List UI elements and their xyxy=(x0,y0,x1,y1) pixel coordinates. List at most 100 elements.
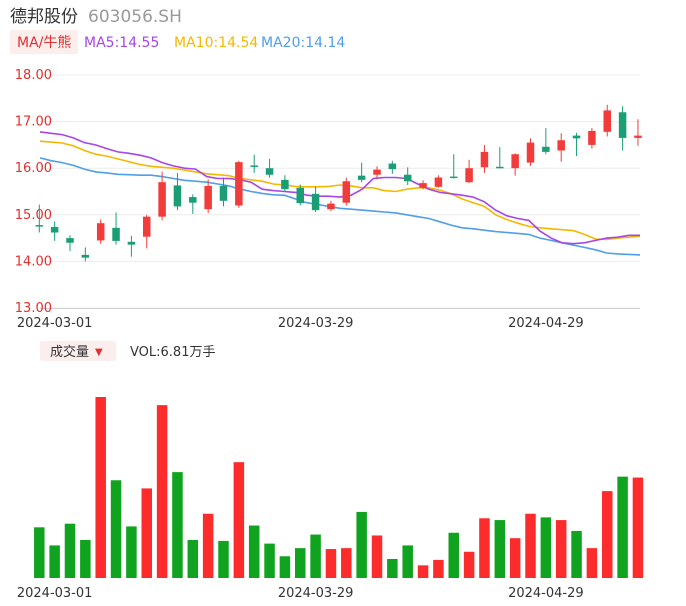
x-tick-label: 2024-03-01 xyxy=(17,586,93,601)
candle xyxy=(219,177,228,207)
volume-badge[interactable] xyxy=(40,341,116,361)
candle xyxy=(96,219,105,244)
volume-bar xyxy=(433,559,444,578)
volume-bar xyxy=(509,538,521,578)
candle-body xyxy=(235,162,243,206)
volume-bar xyxy=(494,520,506,578)
volume-bar xyxy=(417,565,429,578)
y-tick-label: 15.00 xyxy=(15,208,52,223)
candle-body xyxy=(173,185,182,207)
candle xyxy=(557,133,565,162)
volume-bar xyxy=(64,523,76,578)
volume-bar xyxy=(80,539,91,578)
candle-body xyxy=(112,227,120,241)
price-x-axis: 2024-03-01 2024-03-29 2024-04-29 xyxy=(17,316,584,331)
volume-bar xyxy=(95,397,106,578)
candle xyxy=(235,160,243,208)
volume-bar xyxy=(34,527,45,578)
candle-body xyxy=(388,163,397,170)
candle-body xyxy=(81,254,90,258)
candle xyxy=(127,235,136,257)
candle xyxy=(311,186,320,213)
candle xyxy=(480,144,489,173)
candle xyxy=(465,159,473,184)
x-tick-label: 2024-03-29 xyxy=(278,586,354,601)
chevron-down-icon[interactable]: ▼ xyxy=(95,347,103,358)
candle-body xyxy=(281,179,289,190)
volume-bar xyxy=(310,534,321,578)
price-grid xyxy=(40,74,640,309)
volume-bar xyxy=(279,556,291,578)
candle xyxy=(327,200,335,212)
y-tick-label: 18.00 xyxy=(15,68,52,83)
candle xyxy=(434,175,443,188)
candlesticks xyxy=(35,104,642,262)
ma5-legend: MA5:14.55 xyxy=(84,35,159,51)
ma20-line xyxy=(39,157,641,256)
y-tick-label: 14.00 xyxy=(15,254,52,269)
volume-bar xyxy=(402,545,413,578)
volume-bar xyxy=(356,511,367,578)
ma20-legend: MA20:14.14 xyxy=(261,35,345,51)
indicator-badge[interactable] xyxy=(10,30,78,54)
volume-bar xyxy=(233,462,245,578)
candle xyxy=(296,184,304,206)
candle xyxy=(204,179,212,213)
candle xyxy=(158,171,166,221)
candle xyxy=(50,221,59,241)
x-tick-label: 2024-03-01 xyxy=(17,316,93,331)
candle xyxy=(572,132,581,157)
candle-body xyxy=(542,146,550,152)
volume-bar xyxy=(586,548,598,578)
volume-bar xyxy=(525,513,536,578)
indicator-label[interactable]: MA/牛熊 xyxy=(17,35,71,51)
candle-body xyxy=(127,241,136,245)
volume-bar xyxy=(187,539,199,578)
volume-bar xyxy=(540,517,552,578)
candle-body xyxy=(403,174,412,182)
candle-body xyxy=(526,142,535,163)
volume-bars xyxy=(34,397,644,578)
candle xyxy=(112,212,120,245)
volume-bar xyxy=(555,520,567,578)
candle-body xyxy=(357,175,366,180)
volume-bar xyxy=(571,530,582,578)
candle-body xyxy=(250,165,258,167)
candle-body xyxy=(450,176,458,179)
candle xyxy=(496,147,504,169)
volume-bar xyxy=(341,548,352,578)
y-tick-label: 17.00 xyxy=(15,115,52,130)
candle xyxy=(450,154,458,179)
candle-body xyxy=(50,226,59,233)
candle-body xyxy=(634,135,642,138)
volume-label[interactable]: 成交量 xyxy=(50,344,89,360)
candle-body xyxy=(35,225,44,227)
candle-body xyxy=(434,177,443,187)
candle xyxy=(618,106,627,151)
candle-body xyxy=(618,112,627,138)
y-tick-label: 16.00 xyxy=(15,161,52,176)
moving-average-lines xyxy=(39,131,641,256)
candle-body xyxy=(603,110,611,132)
volume-bar xyxy=(371,535,383,578)
candle-body xyxy=(158,182,166,217)
candle xyxy=(250,154,258,173)
candle-body xyxy=(311,193,320,211)
ma5-line xyxy=(39,131,640,245)
candle-body xyxy=(572,135,581,139)
candle-body xyxy=(265,168,274,175)
volume-bar xyxy=(172,472,183,578)
candle-body xyxy=(511,154,519,169)
volume-bar xyxy=(632,477,644,578)
volume-bar xyxy=(463,551,475,578)
x-tick-label: 2024-04-29 xyxy=(508,316,584,331)
candle xyxy=(265,158,274,178)
candle xyxy=(634,119,642,146)
candle xyxy=(511,153,519,176)
candle xyxy=(66,235,74,252)
candle-body xyxy=(219,185,228,201)
y-tick-label: 13.00 xyxy=(15,301,52,316)
volume-bar xyxy=(218,540,229,578)
candle-body xyxy=(557,140,565,151)
volume-bar xyxy=(479,518,490,578)
